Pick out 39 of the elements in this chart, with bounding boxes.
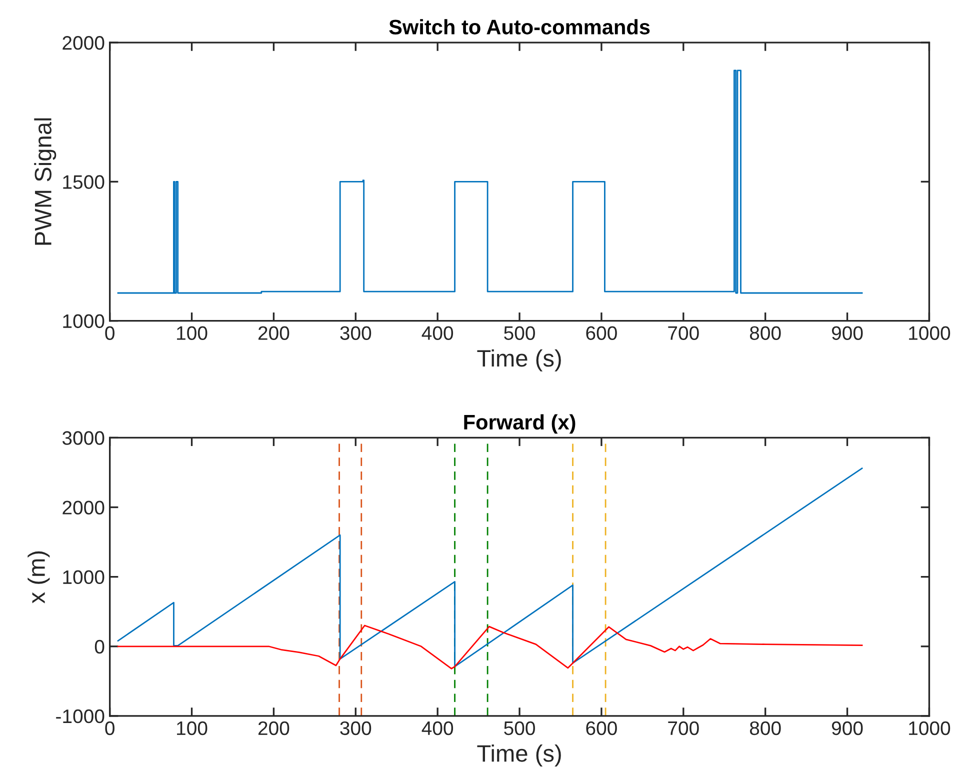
x-tick-label: 0	[105, 326, 114, 340]
x-tick-label: 100	[177, 326, 208, 340]
x-tick-label: 700	[668, 721, 699, 736]
x-tick-label: 500	[504, 721, 535, 736]
line-series	[117, 468, 863, 668]
line-series	[117, 70, 863, 294]
y-tick-label: 1000	[63, 570, 104, 584]
x-tick-label: 400	[422, 326, 454, 340]
x-tick-label: 500	[504, 326, 535, 340]
line-series	[117, 624, 863, 670]
y-tick-label: 1500	[63, 175, 104, 189]
x-tick-label: 900	[832, 721, 863, 736]
y-axis-title: x (m)	[28, 551, 50, 604]
x-tick-label: 800	[750, 721, 781, 736]
y-tick-label: 1000	[63, 314, 104, 328]
chart-title: Forward (x)	[464, 414, 576, 434]
x-tick-label: 300	[340, 721, 372, 736]
x-tick-label: 200	[258, 721, 290, 736]
x-tick-label: 1000	[909, 326, 950, 340]
x-tick-label: 100	[177, 721, 208, 736]
x-tick-label: 400	[422, 721, 454, 736]
x-tick-label: 800	[750, 326, 781, 340]
x-tick-label: 0	[105, 721, 114, 736]
chart-title: Switch to Auto-commands	[389, 19, 650, 34]
x-tick-label: 1000	[909, 721, 950, 736]
y-tick-label: 2000	[62, 500, 104, 514]
y-tick-label: 0	[94, 640, 104, 654]
y-tick-label: 3000	[62, 431, 104, 445]
x-axis-title: Time (s)	[477, 349, 561, 372]
x-tick-label: 600	[586, 721, 617, 736]
y-tick-label: 2000	[62, 36, 104, 50]
x-tick-label: 600	[586, 326, 617, 340]
x-tick-label: 200	[258, 326, 290, 340]
x-tick-label: 300	[340, 326, 372, 340]
x-tick-label: 700	[668, 326, 699, 340]
x-axis-title: Time (s)	[477, 744, 561, 766]
x-tick-label: 900	[832, 326, 863, 340]
y-axis-title: PWM Signal	[34, 118, 56, 245]
y-tick-label: -1000	[56, 709, 104, 724]
